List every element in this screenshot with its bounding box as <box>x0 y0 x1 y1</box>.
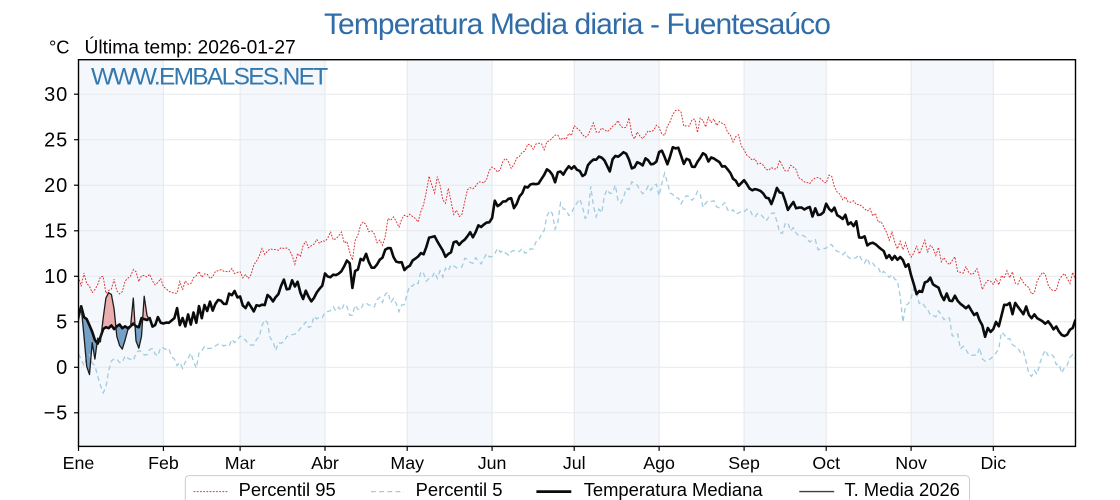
svg-text:Abr: Abr <box>311 453 339 473</box>
svg-text:Dic: Dic <box>980 453 1006 473</box>
svg-text:Temperatura Media diaria - Fue: Temperatura Media diaria - Fuentesaúco <box>324 8 830 41</box>
svg-text:25: 25 <box>44 129 68 151</box>
svg-text:0: 0 <box>56 357 68 379</box>
svg-text:Oct: Oct <box>812 453 840 473</box>
svg-text:20: 20 <box>44 175 68 197</box>
svg-text:WWW.EMBALSES.NET: WWW.EMBALSES.NET <box>91 64 328 91</box>
svg-text:Nov: Nov <box>895 453 927 473</box>
svg-text:Mar: Mar <box>225 453 256 473</box>
svg-text:Sep: Sep <box>728 453 760 473</box>
svg-text:Feb: Feb <box>148 453 179 473</box>
svg-text:Percentil 95: Percentil 95 <box>239 479 336 500</box>
svg-text:Temperatura Mediana: Temperatura Mediana <box>584 479 764 500</box>
svg-text:15: 15 <box>44 220 68 242</box>
svg-text:30: 30 <box>44 84 68 106</box>
svg-text:5: 5 <box>56 311 68 333</box>
svg-text:10: 10 <box>44 266 68 288</box>
svg-text:T. Media 2026: T. Media 2026 <box>844 479 960 500</box>
svg-text:Ene: Ene <box>63 453 95 473</box>
svg-text:Ago: Ago <box>643 453 675 473</box>
svg-text:°C: °C <box>49 37 70 58</box>
svg-text:Percentil 5: Percentil 5 <box>416 479 503 500</box>
svg-text:May: May <box>390 453 424 473</box>
svg-text:Jul: Jul <box>563 453 586 473</box>
svg-text:−5: −5 <box>44 402 68 424</box>
svg-text:Última temp: 2026-01-27: Última temp: 2026-01-27 <box>85 37 296 59</box>
svg-text:Jun: Jun <box>478 453 507 473</box>
